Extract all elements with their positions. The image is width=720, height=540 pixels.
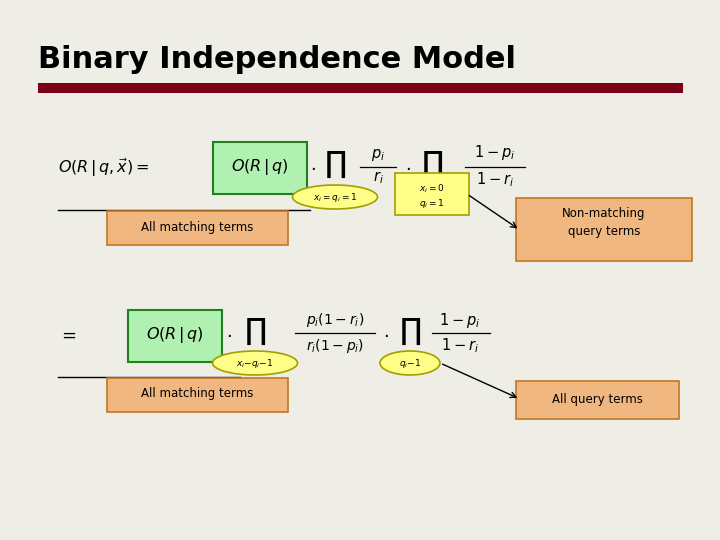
FancyBboxPatch shape — [213, 142, 307, 194]
Text: All query terms: All query terms — [552, 393, 642, 406]
Text: $O(R\,|\,q)$: $O(R\,|\,q)$ — [146, 325, 204, 345]
Text: $q_i{-}1$: $q_i{-}1$ — [399, 356, 421, 369]
Text: $O(R\,|\,q,\vec{x}) = $: $O(R\,|\,q,\vec{x}) = $ — [58, 157, 150, 179]
Text: $O(R\,|\,q)$: $O(R\,|\,q)$ — [231, 157, 289, 177]
Text: $x_i{-}q_i{-}1$: $x_i{-}q_i{-}1$ — [236, 356, 274, 369]
Ellipse shape — [380, 351, 440, 375]
Text: $1-p_i$: $1-p_i$ — [439, 310, 481, 329]
Text: Binary Independence Model: Binary Independence Model — [38, 45, 516, 74]
Text: $p_i$: $p_i$ — [371, 147, 385, 163]
Text: All matching terms: All matching terms — [141, 388, 253, 401]
FancyBboxPatch shape — [516, 381, 679, 419]
Text: $\prod$: $\prod$ — [244, 317, 266, 347]
Text: $r_i$: $r_i$ — [372, 170, 384, 186]
Text: $\cdot$: $\cdot$ — [405, 159, 410, 177]
FancyBboxPatch shape — [107, 211, 288, 245]
Text: $\cdot$: $\cdot$ — [226, 326, 232, 344]
FancyBboxPatch shape — [38, 83, 683, 93]
Text: All matching terms: All matching terms — [141, 220, 253, 233]
Text: $q_i{=}1$: $q_i{=}1$ — [419, 197, 445, 210]
Text: $\prod$: $\prod$ — [324, 150, 346, 180]
Text: $=$: $=$ — [58, 326, 76, 344]
Text: $\prod$: $\prod$ — [421, 150, 443, 180]
Text: $\prod$: $\prod$ — [399, 317, 421, 347]
Ellipse shape — [212, 351, 297, 375]
Text: $\cdot$: $\cdot$ — [310, 159, 316, 177]
Text: $p_i(1-r_i)$: $p_i(1-r_i)$ — [306, 311, 364, 329]
Text: Non-matching
query terms: Non-matching query terms — [562, 207, 646, 239]
Text: $1-r_i$: $1-r_i$ — [476, 171, 514, 190]
Text: $1-r_i$: $1-r_i$ — [441, 336, 479, 355]
Text: $x_i{=}0$: $x_i{=}0$ — [419, 183, 445, 195]
FancyBboxPatch shape — [107, 378, 288, 412]
Text: $r_i(1-p_i)$: $r_i(1-p_i)$ — [306, 337, 364, 355]
FancyBboxPatch shape — [128, 310, 222, 362]
FancyBboxPatch shape — [395, 173, 469, 215]
FancyBboxPatch shape — [516, 198, 692, 261]
Text: $1-p_i$: $1-p_i$ — [474, 144, 516, 163]
Text: $x_i{=}q_i{=}1$: $x_i{=}q_i{=}1$ — [313, 191, 357, 204]
Ellipse shape — [292, 185, 377, 209]
Text: $\cdot$: $\cdot$ — [383, 326, 389, 344]
